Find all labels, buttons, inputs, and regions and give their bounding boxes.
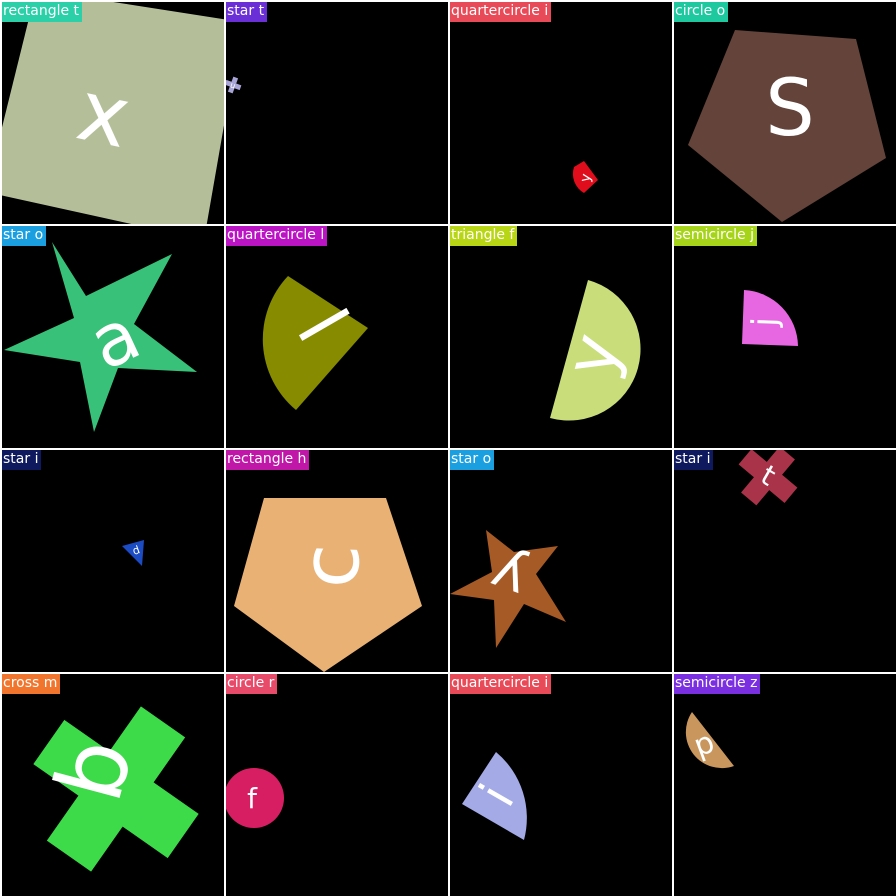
cell-label: star i [674, 450, 714, 470]
shape-letter: j [745, 316, 785, 328]
grid-cell: l quartercircle l [226, 226, 448, 448]
rectangle-shape [2, 2, 224, 224]
shape-letter: f [247, 782, 258, 815]
shape-canvas: p [685, 712, 734, 769]
shape-canvas: d [122, 540, 144, 566]
circle-shape [226, 768, 284, 828]
shape-canvas: f [226, 768, 284, 828]
cell-label: circle r [226, 674, 278, 694]
cell-label: quartercircle i [450, 2, 552, 22]
pentagon-shape [688, 30, 886, 222]
semicircle-shape [685, 712, 734, 769]
shape-canvas: a [4, 242, 197, 432]
shape-canvas: y [450, 530, 566, 648]
grid-cell: p semicircle z [674, 674, 896, 896]
cell-label: quartercircle i [450, 674, 552, 694]
shape-letter: d [131, 543, 142, 558]
grid-cell: y triangle f [450, 226, 672, 448]
cell-label: circle o [674, 2, 729, 22]
cell-label: rectangle t [2, 2, 83, 22]
star-shape [4, 242, 197, 432]
grid-cell: x rectangle t [2, 2, 224, 224]
grid-cell: y star o [450, 450, 672, 672]
shape-canvas: y [572, 161, 598, 193]
shape-canvas: i [462, 752, 527, 840]
cell-label: cross m [2, 674, 61, 694]
shape-letter: S [765, 64, 815, 154]
cell-label: rectangle h [226, 450, 310, 470]
grid-cell: b cross m [2, 674, 224, 896]
cross-shape [226, 76, 242, 94]
shape-canvas: x [2, 2, 224, 224]
quartercircle-shape [462, 752, 527, 840]
grid-cell: j semicircle j [674, 226, 896, 448]
grid-cell: c rectangle h [226, 450, 448, 672]
shape-canvas: S [688, 30, 886, 222]
shape-canvas: t [738, 450, 798, 506]
shape-canvas: j [742, 290, 798, 346]
cell-label: star o [2, 226, 47, 246]
semicircle-shape [550, 280, 641, 421]
shape-canvas: y [550, 280, 641, 421]
shape-letter: y [577, 173, 594, 184]
shape-letter: u [229, 80, 237, 90]
grid-cell: S circle o [674, 2, 896, 224]
shape-canvas: l [262, 276, 368, 410]
cell-label: semicircle z [674, 674, 761, 694]
cell-label: quartercircle l [226, 226, 328, 246]
grid-cell: y quartercircle i [450, 2, 672, 224]
cell-label: triangle f [450, 226, 518, 246]
cell-label: star t [226, 2, 268, 22]
cross-shape [33, 706, 199, 872]
shape-canvas: b [33, 706, 199, 872]
pentagon-shape [234, 498, 422, 672]
cell-label: semicircle j [674, 226, 758, 246]
grid-cell: f circle r [226, 674, 448, 896]
triangle-shape [122, 540, 144, 566]
shape-letter: c [283, 542, 377, 589]
shape-canvas: u [226, 76, 242, 94]
grid-cell: t star i [674, 450, 896, 672]
cell-label: star o [450, 450, 495, 470]
cell-label: star i [2, 450, 42, 470]
grid-cell: a star o [2, 226, 224, 448]
grid-cell: i quartercircle i [450, 674, 672, 896]
cross-shape [738, 450, 798, 506]
quartercircle-shape [262, 276, 368, 410]
quartercircle-shape [572, 161, 598, 193]
grid-cell: u star t [226, 2, 448, 224]
shape-canvas: c [234, 498, 422, 672]
grid-cell: d star i [2, 450, 224, 672]
quartercircle-shape [742, 290, 798, 346]
star-shape [450, 530, 566, 648]
